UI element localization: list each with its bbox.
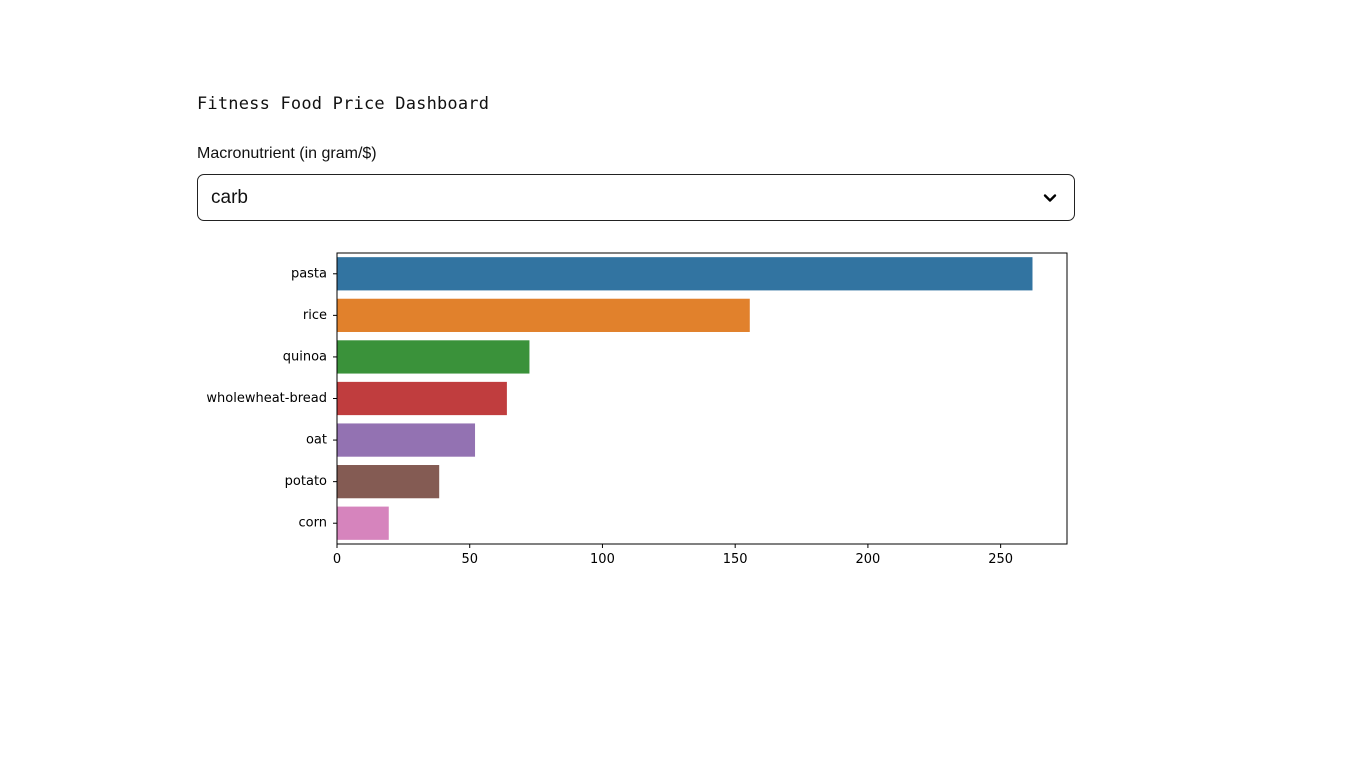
chevron-down-icon[interactable] bbox=[1042, 190, 1058, 206]
bar-quinoa bbox=[337, 340, 530, 374]
x-tick-label: 50 bbox=[461, 552, 478, 567]
y-tick-label: rice bbox=[303, 308, 327, 323]
y-tick-label: pasta bbox=[291, 266, 327, 281]
x-tick-label: 200 bbox=[855, 552, 880, 567]
page-title: Fitness Food Price Dashboard bbox=[197, 94, 490, 114]
y-tick-label: wholewheat-bread bbox=[206, 391, 327, 406]
macronutrient-dropdown[interactable]: carb bbox=[197, 174, 1075, 221]
x-tick-label: 150 bbox=[723, 552, 748, 567]
y-tick-label: quinoa bbox=[283, 349, 327, 364]
plot-frame bbox=[336, 252, 1068, 545]
bar-pasta bbox=[337, 257, 1033, 291]
y-tick-label: corn bbox=[299, 516, 327, 531]
x-tick-label: 250 bbox=[988, 552, 1013, 567]
bar-corn bbox=[337, 506, 389, 540]
macronutrient-selected-value: carb bbox=[211, 187, 248, 208]
x-tick-label: 0 bbox=[333, 552, 341, 567]
x-tick-label: 100 bbox=[590, 552, 615, 567]
bar-oat bbox=[337, 423, 476, 457]
bar-rice bbox=[337, 298, 750, 332]
bar-potato bbox=[337, 465, 440, 499]
y-tick-label: oat bbox=[306, 433, 327, 448]
macronutrient-label: Macronutrient (in gram/$) bbox=[197, 145, 377, 162]
bar-wholewheat-bread bbox=[337, 381, 507, 416]
y-tick-label: potato bbox=[285, 474, 327, 489]
